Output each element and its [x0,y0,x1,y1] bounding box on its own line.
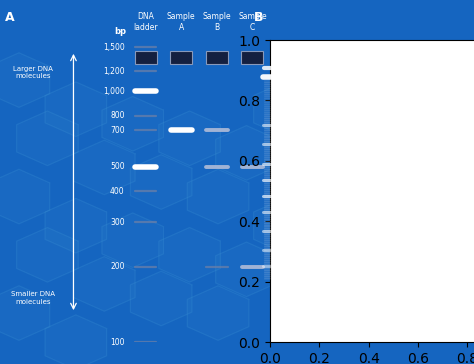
Polygon shape [130,271,192,326]
Polygon shape [45,315,107,364]
Text: 700: 700 [110,126,125,135]
Polygon shape [17,111,78,166]
Polygon shape [396,67,457,122]
Polygon shape [0,169,50,224]
Text: 500: 500 [110,162,125,171]
Text: Sample
C: Sample C [238,12,267,32]
Polygon shape [45,198,107,253]
Text: B: B [254,11,263,24]
Polygon shape [367,111,429,166]
Polygon shape [0,286,50,340]
Polygon shape [339,155,401,209]
Polygon shape [73,257,135,311]
Text: Sample
A: Sample A [167,12,196,32]
Text: A: A [5,11,14,24]
Polygon shape [159,228,220,282]
Text: DNA
ladder: DNA ladder [134,12,158,32]
Text: 500 bp
DNA molecule: 500 bp DNA molecule [273,161,334,172]
Text: 400: 400 [110,187,125,195]
Text: 200 bp
DNA molecule: 200 bp DNA molecule [273,261,334,272]
Text: bp: bp [114,27,126,36]
Bar [170,51,192,64]
Text: 800: 800 [110,111,125,120]
Polygon shape [282,140,344,195]
Polygon shape [187,286,249,340]
Polygon shape [159,111,220,166]
Polygon shape [396,184,457,238]
Polygon shape [187,169,249,224]
Text: Smaller DNA
molecules: Smaller DNA molecules [11,291,55,305]
Polygon shape [254,82,315,136]
Text: 700 bp
DNA molecule: 700 bp DNA molecule [273,125,334,135]
Text: 1,200: 1,200 [103,67,125,76]
Text: 200: 200 [110,262,125,271]
Text: 1,000: 1,000 [103,87,125,96]
Polygon shape [282,257,344,311]
Bar [135,51,157,64]
Bar [206,51,228,64]
Polygon shape [102,96,164,151]
Polygon shape [254,198,315,253]
Polygon shape [73,140,135,195]
Polygon shape [17,228,78,282]
Text: 1,500: 1,500 [103,43,125,52]
Text: Larger DNA
molecules: Larger DNA molecules [13,66,53,79]
Text: Wells: Wells [273,47,309,55]
Polygon shape [310,96,372,151]
Polygon shape [216,242,277,297]
Polygon shape [45,82,107,136]
Polygon shape [102,213,164,268]
Text: 100: 100 [110,338,125,347]
Polygon shape [130,155,192,209]
Bar [241,51,264,64]
Polygon shape [424,126,474,180]
Text: 300: 300 [110,218,125,227]
Polygon shape [0,53,50,107]
Polygon shape [310,213,372,268]
Polygon shape [216,126,277,180]
Text: Sample
B: Sample B [202,12,231,32]
